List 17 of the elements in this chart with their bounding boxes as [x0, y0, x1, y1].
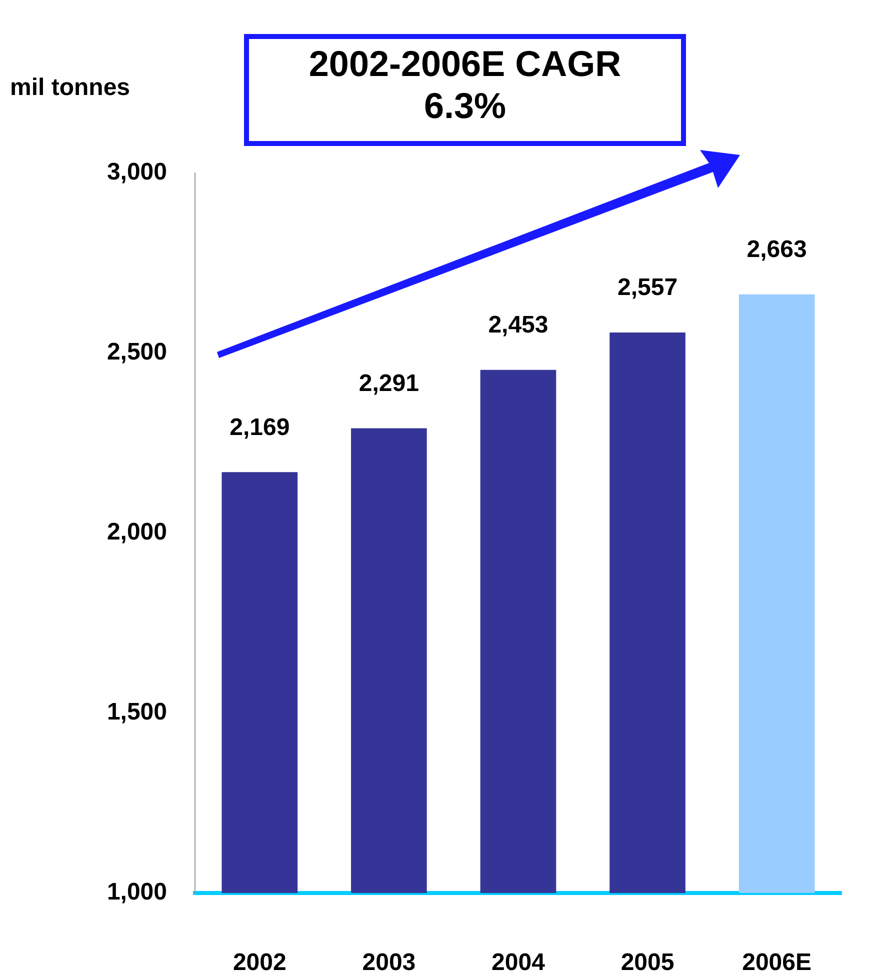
data-label: 2,557 — [617, 274, 678, 302]
data-label: 2,169 — [230, 414, 290, 441]
x-tick-label: 2006E — [742, 949, 812, 976]
text: 2002-2006E CAGR 6.3% — [244, 34, 686, 146]
y-tick-label: 2,500 — [106, 338, 167, 366]
data-label: 2,663 — [746, 236, 807, 263]
y-tick-label: 1,500 — [106, 698, 167, 726]
x-tick-label: 2003 — [362, 949, 416, 976]
data-label: 2,291 — [358, 370, 419, 397]
x-tick-label: 2004 — [492, 949, 546, 976]
x-tick-label: 2002 — [232, 949, 286, 976]
y-tick-label: 1,000 — [106, 878, 167, 906]
data-label: 2,453 — [488, 312, 548, 339]
y-axis-title: mil tonnes — [10, 74, 130, 102]
y-tick-label: 2,000 — [106, 518, 167, 546]
x-tick-label: 2005 — [620, 949, 674, 976]
y-tick-label: 3,000 — [106, 158, 167, 186]
